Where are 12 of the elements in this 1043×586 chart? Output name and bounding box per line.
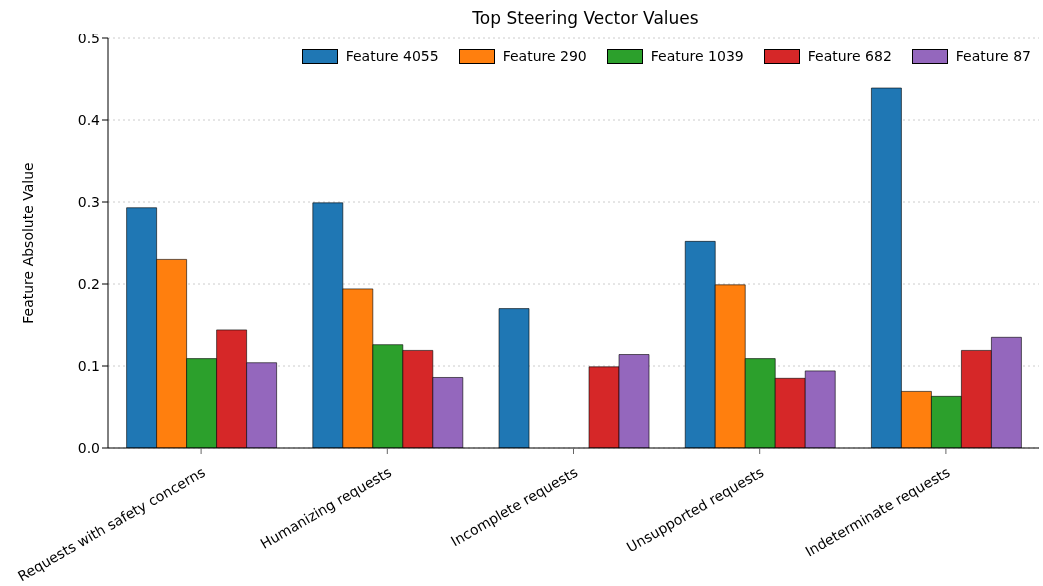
y-tick-label: 0.3 (77, 193, 100, 210)
legend-label: Feature 4055 (345, 48, 439, 64)
y-tick-label: 0.4 (77, 111, 101, 128)
legend-label: Feature 87 (955, 48, 1031, 64)
y-tick-label: 0.1 (77, 357, 100, 374)
legend-label: Feature 682 (807, 48, 892, 64)
legend-label: Feature 290 (502, 48, 587, 64)
y-tick-label: 0.2 (77, 275, 100, 292)
chart-title: Top Steering Vector Values (471, 8, 700, 30)
y-tick-label: 0.0 (77, 439, 100, 456)
legend-label: Feature 1039 (650, 48, 744, 64)
y-axis-title: Feature Absolute Value (19, 162, 36, 324)
